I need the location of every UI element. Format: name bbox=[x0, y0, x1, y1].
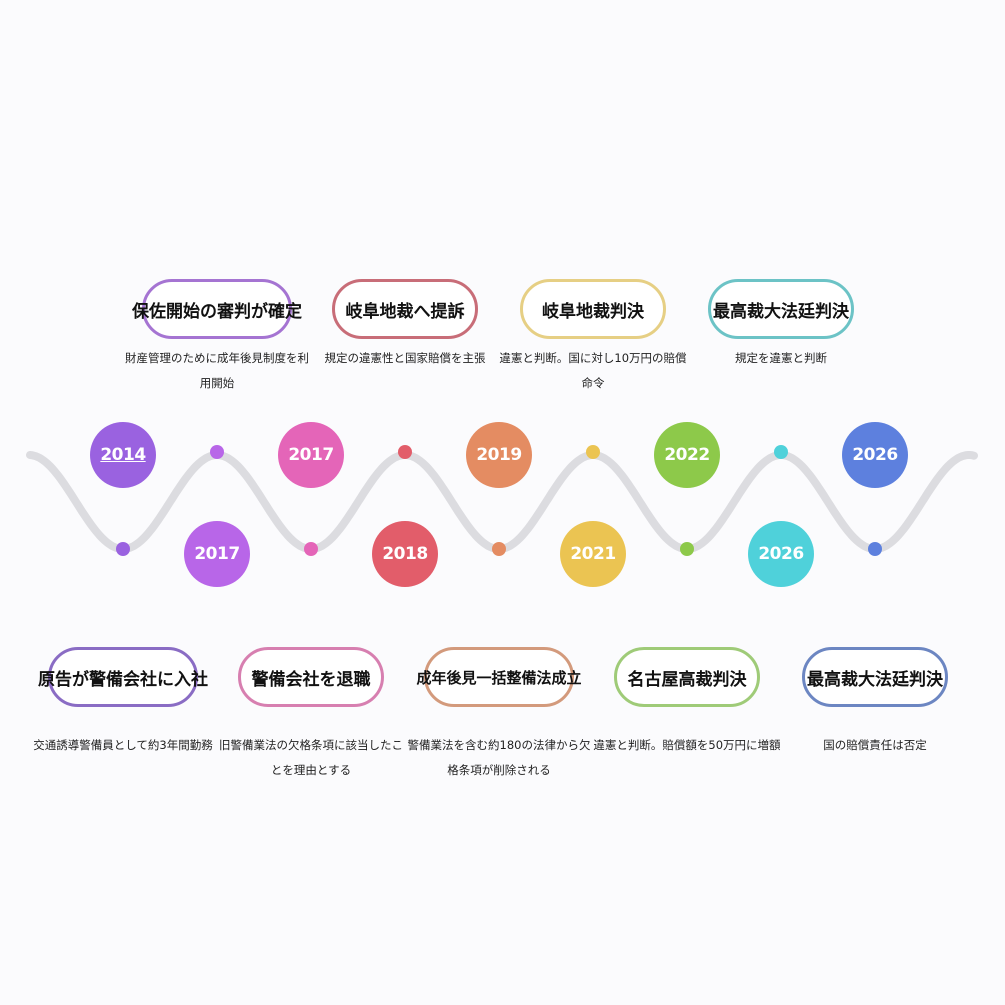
timeline-dot bbox=[398, 445, 412, 459]
timeline-dot bbox=[586, 445, 600, 459]
event-caption: 違憲と判断。国に対し10万円の賠償命令 bbox=[499, 351, 687, 390]
year-circle: 2018 bbox=[372, 521, 438, 587]
event-title-pill: 最高裁大法廷判決 bbox=[802, 647, 948, 707]
timeline-dot bbox=[210, 445, 224, 459]
event-caption: 規定を違憲と判断 bbox=[735, 351, 827, 365]
year-circle: 2022 bbox=[654, 422, 720, 488]
event-title-pill: 岐阜地裁判決 bbox=[520, 279, 666, 339]
year-circle: 2026 bbox=[748, 521, 814, 587]
timeline-dot bbox=[868, 542, 882, 556]
year-circle: 2017 bbox=[184, 521, 250, 587]
year-circle: 2017 bbox=[278, 422, 344, 488]
event-caption: 違憲と判断。賠償額を50万円に増額 bbox=[593, 738, 781, 752]
event-caption: 財産管理のために成年後見制度を利用開始 bbox=[125, 351, 309, 390]
year-circle: 2021 bbox=[560, 521, 626, 587]
timeline-dot bbox=[304, 542, 318, 556]
event-caption: 旧警備業法の欠格条項に該当したことを理由とする bbox=[219, 738, 403, 777]
event-title-pill: 原告が警備会社に入社 bbox=[38, 647, 208, 707]
event-caption: 国の賠償責任は否定 bbox=[823, 738, 927, 752]
event-caption: 警備業法を含む約180の法律から欠格条項が削除される bbox=[407, 738, 591, 777]
event-title-pill: 岐阜地裁へ提訴 bbox=[332, 279, 478, 339]
year-circle: 2019 bbox=[466, 422, 532, 488]
event-title-pill: 保佐開始の審判が確定 bbox=[132, 279, 302, 339]
event-title-pill: 警備会社を退職 bbox=[238, 647, 384, 707]
timeline-dot bbox=[680, 542, 694, 556]
timeline-dot bbox=[116, 542, 130, 556]
event-title-pill: 名古屋高裁判決 bbox=[614, 647, 760, 707]
event-caption: 規定の違憲性と国家賠償を主張 bbox=[324, 351, 486, 365]
event-caption: 交通誘導警備員として約3年間勤務 bbox=[33, 738, 213, 752]
event-title-pill: 最高裁大法廷判決 bbox=[708, 279, 854, 339]
event-title-pill: 成年後見一括整備法成立 bbox=[417, 647, 582, 707]
year-circle: 2026 bbox=[842, 422, 908, 488]
timeline-dot bbox=[492, 542, 506, 556]
timeline-dot bbox=[774, 445, 788, 459]
year-circle: 2014 bbox=[90, 422, 156, 488]
